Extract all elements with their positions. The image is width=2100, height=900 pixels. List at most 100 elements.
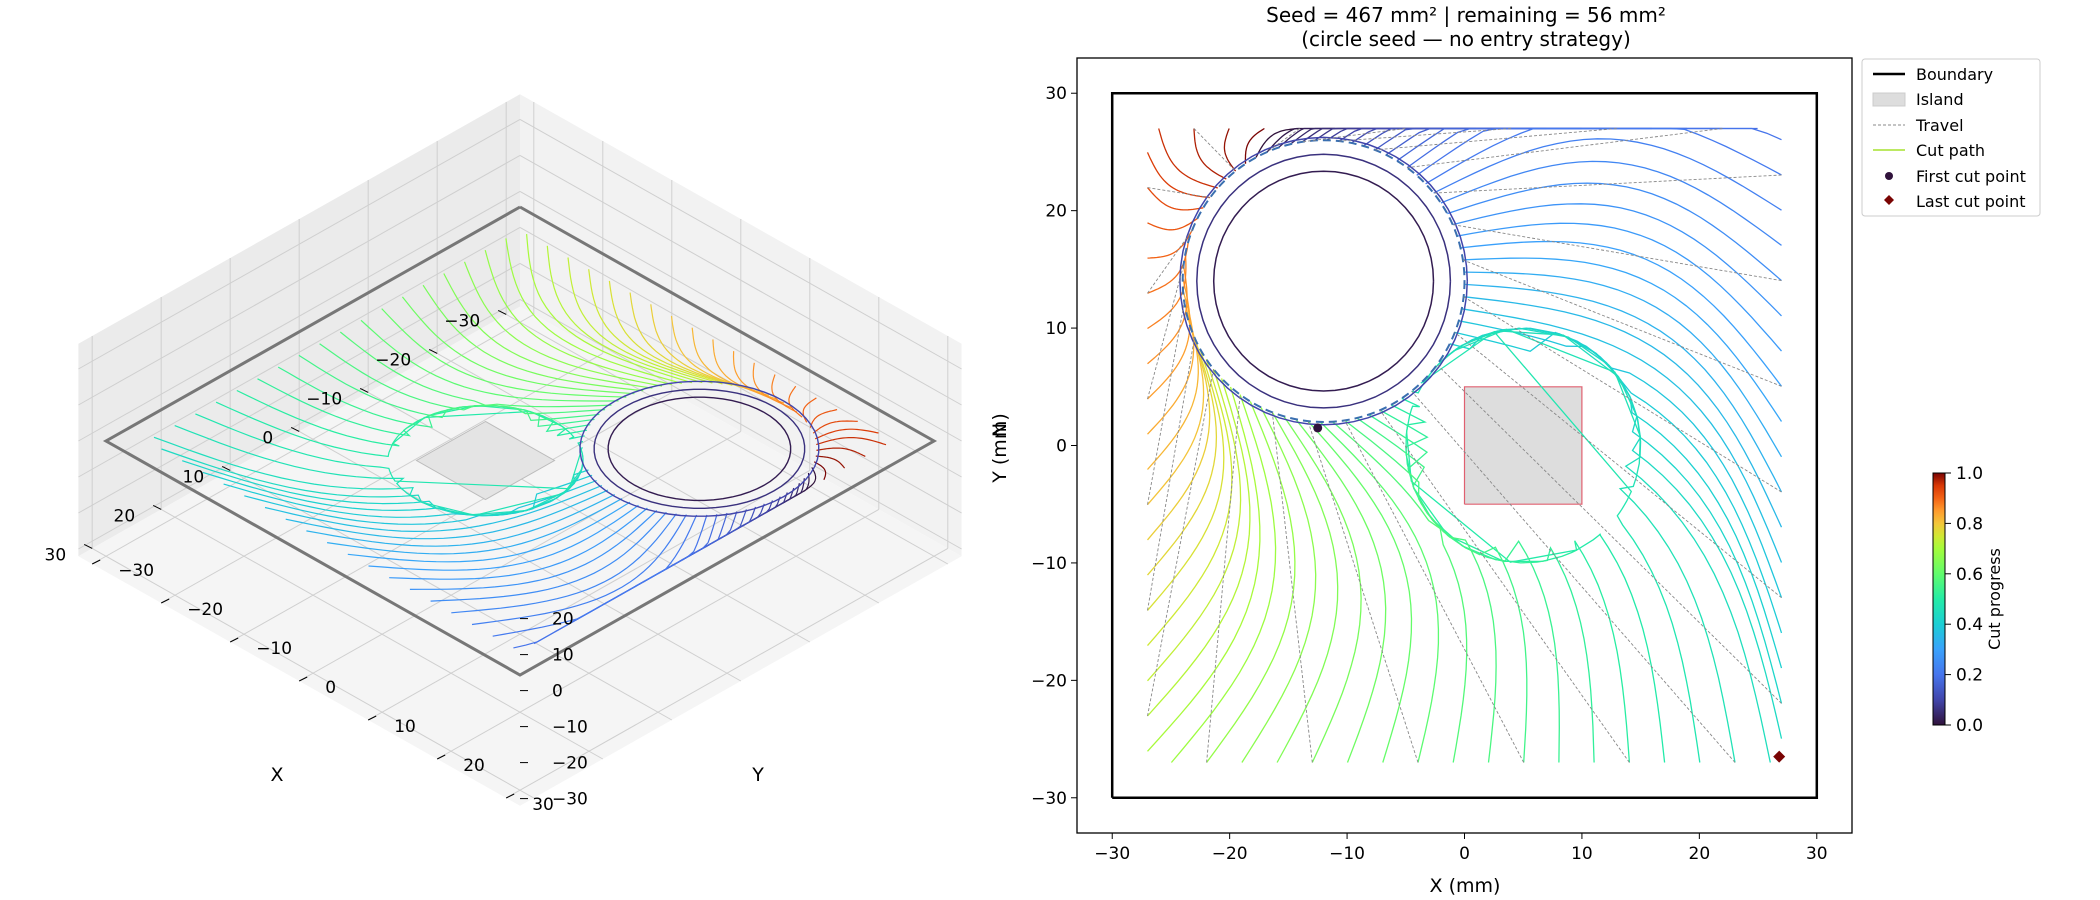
toolpath-3d <box>102 205 938 677</box>
colorbar-tick-label: 0.8 <box>1956 514 1983 534</box>
legend-last-point-label: Last cut point <box>1916 192 2026 211</box>
grid-line-3d <box>519 262 962 514</box>
cut-path-segment <box>1462 257 1783 422</box>
x-tick-label: 10 <box>1571 844 1593 864</box>
y-tick-label-3d: −30 <box>118 561 154 581</box>
colorbar: 0.0 0.2 0.4 0.6 0.8 1.0 Cut progress <box>1932 464 2004 736</box>
x-tick-label: −30 <box>1094 844 1130 864</box>
cut-path-segment <box>1147 368 1242 682</box>
legend-travel-label: Travel <box>1915 116 1964 135</box>
cut-path-segment-3d <box>608 280 733 386</box>
island-region <box>1463 386 1583 505</box>
cut-path-segment <box>1147 386 1261 752</box>
z-tick-label-3d: −20 <box>552 754 588 774</box>
cut-path-segment-3d <box>161 448 584 517</box>
x-axis-label-3d: X <box>270 764 283 786</box>
cut-path-segment-3d <box>327 497 623 555</box>
travel-move <box>1411 390 1736 763</box>
cut-path-segment-3d <box>546 245 703 384</box>
legend-island-swatch <box>1872 92 1906 107</box>
z-tick-label-3d: 0 <box>552 682 563 702</box>
z-axis-label-overlap: N <box>989 423 1011 437</box>
cut-path-segment <box>1193 128 1227 180</box>
cut-path-segment-3d <box>650 304 752 391</box>
cut-path-segment <box>1420 328 1736 763</box>
y-axis-label-3d: Y <box>751 764 764 786</box>
travel-move <box>1407 128 1723 169</box>
cut-path-segment-3d <box>319 343 606 415</box>
cut-path-segment <box>1463 296 1783 528</box>
cut-path-segment-3d <box>298 354 600 422</box>
z-tick-label-3d: 10 <box>552 646 574 666</box>
grid-line-3d <box>78 262 521 514</box>
grid-line-3d <box>78 190 521 442</box>
grid-line-3d <box>436 508 880 760</box>
legend-boundary-label: Boundary <box>1916 65 1993 84</box>
cut-path-segment-3d <box>809 409 838 428</box>
grid-line-3d <box>505 547 949 799</box>
legend-island-label: Island <box>1916 90 1964 109</box>
travel-move <box>1454 332 1782 599</box>
cut-path-segment-3d <box>422 284 644 392</box>
cut-path-segment-3d <box>381 308 627 398</box>
cut-path-segment-3d <box>443 273 653 389</box>
travel-move <box>1147 337 1195 611</box>
cut-path-segment-3d <box>816 437 887 446</box>
cut-path-segment <box>1223 128 1237 172</box>
cut-path-segment-3d <box>812 420 858 434</box>
cut-path-segment <box>1147 187 1204 211</box>
cut-path-segment-3d <box>264 484 603 533</box>
y-tick-label-3d: 0 <box>325 678 336 698</box>
cut-path-segment <box>1295 418 1387 763</box>
cut-path-segment <box>1206 401 1296 763</box>
cut-path-segment-3d <box>802 467 817 492</box>
cut-path-segment-3d <box>277 366 595 428</box>
y-tick-label-3d: 10 <box>394 717 416 737</box>
x-tick-label: 0 <box>1459 844 1470 864</box>
cut-path-segment <box>1452 203 1782 317</box>
travel-move <box>1339 128 1512 142</box>
grid-line-3d <box>519 298 962 550</box>
cut-path-segment <box>1147 359 1233 647</box>
cut-path-segment-3d <box>492 514 698 637</box>
cut-path-segment-3d <box>223 474 593 518</box>
seed-ring-3d <box>607 396 792 502</box>
y-tick-mark-3d <box>91 559 101 565</box>
grid-line-3d <box>78 154 521 406</box>
cut-path-segment-3d <box>588 269 723 385</box>
x-tick-mark-3d <box>152 504 162 510</box>
grid-line-3d <box>519 154 962 406</box>
cut-path-segment-3d <box>816 447 866 457</box>
y-tick-label: −30 <box>1031 789 1067 809</box>
z-tick-label-3d: −10 <box>552 718 588 738</box>
cut-path-segment <box>1158 128 1218 189</box>
grid-line-3d <box>78 298 521 550</box>
cut-path-segment-3d <box>463 261 663 387</box>
cut-path-segment <box>1456 222 1782 352</box>
x-tick-label-3d: 0 <box>262 428 273 448</box>
grid-line-3d <box>91 313 535 565</box>
x-tick-label: −10 <box>1329 844 1365 864</box>
cut-path-segment-3d <box>752 362 792 409</box>
y-tick-mark-3d <box>229 637 239 643</box>
cut-path-segment <box>1433 138 1782 211</box>
axes-2d: Seed = 467 mm² | remaining = 56 mm² (cir… <box>989 3 2041 897</box>
cut-path-segment-3d <box>430 511 667 602</box>
cut-path-segment-3d <box>401 296 635 395</box>
y-tick-mark-3d <box>367 715 377 721</box>
x-tick-mark-3d <box>83 543 93 549</box>
cut-path-segment <box>1147 253 1187 330</box>
legend-first-point-label: First cut point <box>1916 167 2026 186</box>
travel-move <box>1271 412 1313 763</box>
x-tick-label: 20 <box>1689 844 1711 864</box>
cut-path-segment-3d <box>182 460 584 516</box>
y-tick-mark-3d <box>505 793 515 799</box>
y-tick-label: −10 <box>1031 554 1067 574</box>
cut-path-segment <box>1170 394 1277 763</box>
cut-path-segment <box>1255 127 1300 158</box>
last-cut-point <box>1773 750 1786 763</box>
cut-path-segment <box>1271 411 1339 763</box>
x-tick-label: −20 <box>1212 844 1248 864</box>
seed-ring-3d <box>579 380 820 517</box>
cut-path-segment <box>1147 229 1193 259</box>
